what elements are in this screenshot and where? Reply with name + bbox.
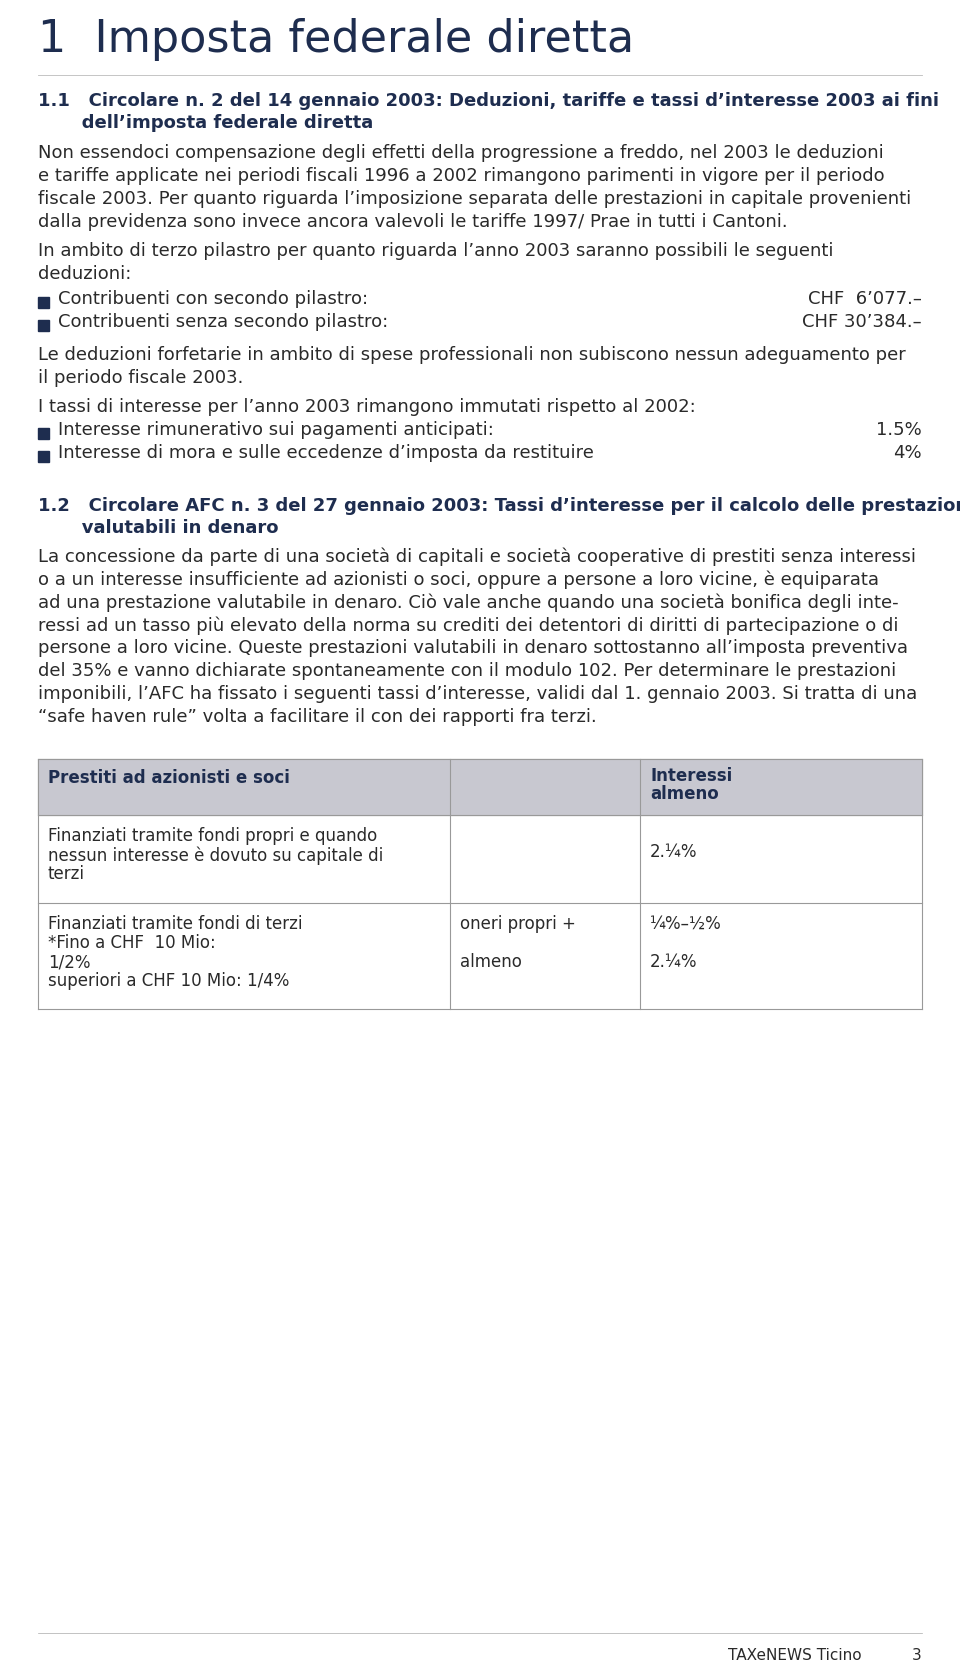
Text: Interesse di mora e sulle eccedenze d’imposta da restituire: Interesse di mora e sulle eccedenze d’im…	[58, 444, 594, 462]
Text: superiori a CHF 10 Mio: 1/4%: superiori a CHF 10 Mio: 1/4%	[48, 972, 289, 991]
Text: 1.5%: 1.5%	[876, 420, 922, 439]
Text: ressi ad un tasso più elevato della norma su crediti dei detentori di diritti di: ressi ad un tasso più elevato della norm…	[38, 615, 899, 634]
Text: del 35% e vanno dichiarate spontaneamente con il modulo 102. Per determinare le : del 35% e vanno dichiarate spontaneament…	[38, 662, 897, 681]
Bar	[38, 320, 49, 330]
Text: Finanziati tramite fondi propri e quando: Finanziati tramite fondi propri e quando	[48, 827, 377, 846]
Text: La concessione da parte di una società di capitali e società cooperative di pres: La concessione da parte di una società d…	[38, 547, 916, 565]
Text: Prestiti ad azionisti e soci: Prestiti ad azionisti e soci	[48, 769, 290, 787]
Text: ¼%–½%: ¼%–½%	[650, 916, 722, 932]
Text: In ambito di terzo pilastro per quanto riguarda l’anno 2003 saranno possibili le: In ambito di terzo pilastro per quanto r…	[38, 242, 833, 260]
Text: 1  Imposta federale diretta: 1 Imposta federale diretta	[38, 18, 635, 62]
Text: Finanziati tramite fondi di terzi: Finanziati tramite fondi di terzi	[48, 916, 302, 932]
Text: Contribuenti con secondo pilastro:: Contribuenti con secondo pilastro:	[58, 290, 368, 309]
Text: nessun interesse è dovuto su capitale di: nessun interesse è dovuto su capitale di	[48, 846, 383, 864]
Text: Le deduzioni forfetarie in ambito di spese professionali non subiscono nessun ad: Le deduzioni forfetarie in ambito di spe…	[38, 345, 905, 364]
Text: fiscale 2003. Per quanto riguarda l’imposizione separata delle prestazioni in ca: fiscale 2003. Per quanto riguarda l’impo…	[38, 190, 911, 208]
Text: “safe haven rule” volta a facilitare il con dei rapporti fra terzi.: “safe haven rule” volta a facilitare il …	[38, 707, 597, 726]
Bar	[38, 429, 49, 439]
Text: CHF  6’077.–: CHF 6’077.–	[808, 290, 922, 309]
Text: 2.¼%: 2.¼%	[650, 842, 698, 861]
Text: Non essendoci compensazione degli effetti della progressione a freddo, nel 2003 : Non essendoci compensazione degli effett…	[38, 143, 884, 162]
Text: 3: 3	[912, 1648, 922, 1663]
Bar	[38, 759, 922, 816]
Text: 4%: 4%	[894, 444, 922, 462]
Text: 1.2   Circolare AFC n. 3 del 27 gennaio 2003: Tassi d’interesse per il calcolo d: 1.2 Circolare AFC n. 3 del 27 gennaio 20…	[38, 497, 960, 515]
Text: almeno: almeno	[650, 786, 719, 802]
Text: o a un interesse insufficiente ad azionisti o soci, oppure a persone a loro vici: o a un interesse insufficiente ad azioni…	[38, 570, 879, 589]
Bar	[38, 297, 49, 309]
Text: 2.¼%: 2.¼%	[650, 952, 698, 971]
Bar	[38, 450, 49, 462]
Text: oneri propri +: oneri propri +	[460, 916, 576, 932]
Text: TAXeNEWS Ticino: TAXeNEWS Ticino	[729, 1648, 862, 1663]
Text: persone a loro vicine. Queste prestazioni valutabili in denaro sottostanno all’i: persone a loro vicine. Queste prestazion…	[38, 639, 908, 657]
Text: dalla previdenza sono invece ancora valevoli le tariffe 1997/ Prae in tutti i Ca: dalla previdenza sono invece ancora vale…	[38, 214, 787, 230]
Text: Contribuenti senza secondo pilastro:: Contribuenti senza secondo pilastro:	[58, 314, 388, 330]
Text: ad una prestazione valutabile in denaro. Ciò vale anche quando una società bonif: ad una prestazione valutabile in denaro.…	[38, 594, 899, 612]
Text: 1.1   Circolare n. 2 del 14 gennaio 2003: Deduzioni, tariffe e tassi d’interesse: 1.1 Circolare n. 2 del 14 gennaio 2003: …	[38, 92, 939, 110]
Text: valutabili in denaro: valutabili in denaro	[38, 519, 278, 537]
Text: CHF 30’384.–: CHF 30’384.–	[803, 314, 922, 330]
Text: Interesse rimunerativo sui pagamenti anticipati:: Interesse rimunerativo sui pagamenti ant…	[58, 420, 493, 439]
Text: imponibili, l’AFC ha fissato i seguenti tassi d’interesse, validi dal 1. gennaio: imponibili, l’AFC ha fissato i seguenti …	[38, 686, 917, 702]
Text: 1/2%: 1/2%	[48, 952, 90, 971]
Text: deduzioni:: deduzioni:	[38, 265, 132, 284]
Text: *Fino a CHF  10 Mio:: *Fino a CHF 10 Mio:	[48, 934, 216, 952]
Text: Interessi: Interessi	[650, 767, 732, 786]
Text: e tariffe applicate nei periodi fiscali 1996 a 2002 rimangono parimenti in vigor: e tariffe applicate nei periodi fiscali …	[38, 167, 884, 185]
Text: I tassi di interesse per l’anno 2003 rimangono immutati rispetto al 2002:: I tassi di interesse per l’anno 2003 rim…	[38, 399, 696, 415]
Text: dell’imposta federale diretta: dell’imposta federale diretta	[38, 113, 373, 132]
Text: terzi: terzi	[48, 866, 85, 882]
Text: il periodo fiscale 2003.: il periodo fiscale 2003.	[38, 369, 244, 387]
Text: almeno: almeno	[460, 952, 522, 971]
